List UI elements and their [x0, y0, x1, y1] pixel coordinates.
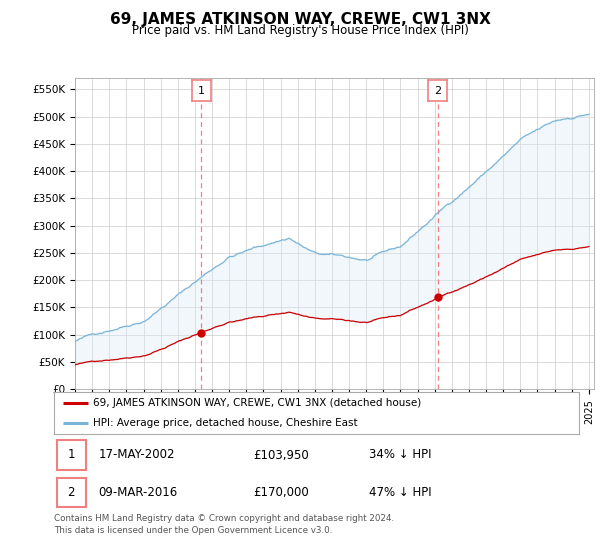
Text: 47% ↓ HPI: 47% ↓ HPI: [369, 486, 431, 499]
Text: 09-MAR-2016: 09-MAR-2016: [98, 486, 178, 499]
Text: 1: 1: [67, 449, 75, 461]
FancyBboxPatch shape: [56, 478, 86, 507]
Text: 1: 1: [198, 86, 205, 96]
Text: Price paid vs. HM Land Registry's House Price Index (HPI): Price paid vs. HM Land Registry's House …: [131, 24, 469, 37]
Text: 2: 2: [67, 486, 75, 499]
Text: 69, JAMES ATKINSON WAY, CREWE, CW1 3NX (detached house): 69, JAMES ATKINSON WAY, CREWE, CW1 3NX (…: [94, 398, 422, 408]
Text: 69, JAMES ATKINSON WAY, CREWE, CW1 3NX: 69, JAMES ATKINSON WAY, CREWE, CW1 3NX: [110, 12, 490, 27]
Text: Contains HM Land Registry data © Crown copyright and database right 2024.
This d: Contains HM Land Registry data © Crown c…: [54, 514, 394, 535]
Text: £103,950: £103,950: [254, 449, 309, 461]
FancyBboxPatch shape: [56, 440, 86, 469]
Text: 2: 2: [434, 86, 442, 96]
Text: HPI: Average price, detached house, Cheshire East: HPI: Average price, detached house, Ches…: [94, 418, 358, 428]
Text: 17-MAY-2002: 17-MAY-2002: [98, 449, 175, 461]
Text: 34% ↓ HPI: 34% ↓ HPI: [369, 449, 431, 461]
Text: £170,000: £170,000: [254, 486, 309, 499]
